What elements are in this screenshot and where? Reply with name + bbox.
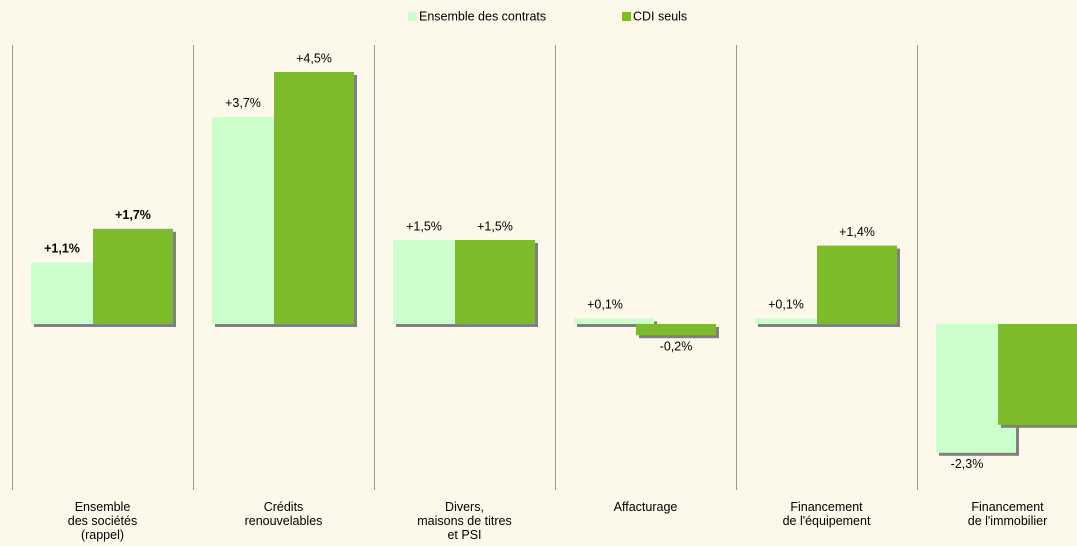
data-label: +1,5% xyxy=(477,219,513,233)
data-label: +0,1% xyxy=(768,298,804,312)
x-tick-label: Ensemble des sociétés (rappel) xyxy=(67,500,138,542)
bar xyxy=(274,72,354,324)
bar xyxy=(455,240,535,324)
data-label: +1,7% xyxy=(115,208,151,222)
legend-swatch xyxy=(408,12,417,21)
legend-label: Ensemble des contrats xyxy=(419,9,546,23)
data-label: +3,7% xyxy=(225,96,261,110)
data-label: +1,1% xyxy=(44,242,80,256)
legend-swatch xyxy=(622,12,631,21)
bar-shadow xyxy=(577,321,657,327)
legend-label: CDI seuls xyxy=(633,9,687,23)
x-tick-label: Divers, maisons de titres et PSI xyxy=(417,500,512,542)
x-tick-label: Financement de l'immobilier xyxy=(967,500,1048,528)
data-label: +1,5% xyxy=(406,219,442,233)
bar xyxy=(817,245,897,324)
bar xyxy=(755,318,835,324)
bar-shadow xyxy=(758,321,838,327)
x-tick-label: Crédits renouvelables xyxy=(244,500,323,528)
x-tick-label: Affacturage xyxy=(613,500,678,514)
data-label: -0,2% xyxy=(660,339,693,353)
data-label: +4,5% xyxy=(296,51,332,65)
bar xyxy=(93,228,173,324)
data-label: +0,1% xyxy=(587,298,623,312)
data-label: +1,4% xyxy=(839,225,875,239)
data-label: -2,3% xyxy=(951,457,984,471)
bar xyxy=(636,324,716,336)
x-tick-label: Financement de l'équipement xyxy=(782,500,871,528)
bar xyxy=(998,324,1077,425)
bar xyxy=(574,318,654,324)
